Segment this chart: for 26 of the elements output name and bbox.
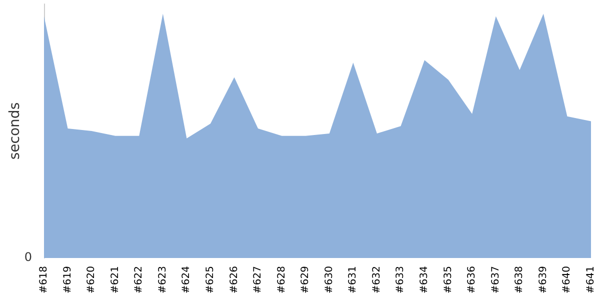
x-tick-label: #637 [490, 266, 502, 294]
x-tick-label: #618 [38, 266, 50, 294]
x-tick-label: #620 [86, 266, 98, 294]
x-tick-label: #626 [228, 266, 240, 294]
y-axis-title: seconds [7, 102, 23, 160]
x-tick-label: #636 [466, 266, 478, 294]
x-tick-label: #640 [562, 266, 573, 294]
x-tick-label: #623 [157, 266, 168, 294]
x-tick-label: #638 [514, 266, 526, 294]
x-tick-label: #628 [276, 266, 288, 294]
x-tick-label: #622 [134, 266, 145, 294]
x-tick-label: #624 [181, 266, 192, 294]
x-tick-label: #630 [324, 266, 335, 294]
x-tick-label: #641 [586, 266, 596, 294]
x-tick-label: #633 [395, 266, 406, 294]
x-tick-label: #627 [252, 266, 264, 294]
x-tick-label: #625 [204, 266, 216, 294]
text: 0 [24, 250, 32, 264]
x-tick-label: #619 [62, 266, 74, 294]
x-tick-label: #631 [348, 266, 359, 294]
x-tick-label: #621 [110, 266, 121, 294]
x-tick-label: #634 [419, 266, 430, 294]
x-tick-label: #632 [371, 266, 382, 294]
x-tick-label: #639 [538, 266, 549, 294]
x-tick-label: #629 [300, 266, 312, 294]
x-tick-label: #635 [442, 266, 454, 294]
